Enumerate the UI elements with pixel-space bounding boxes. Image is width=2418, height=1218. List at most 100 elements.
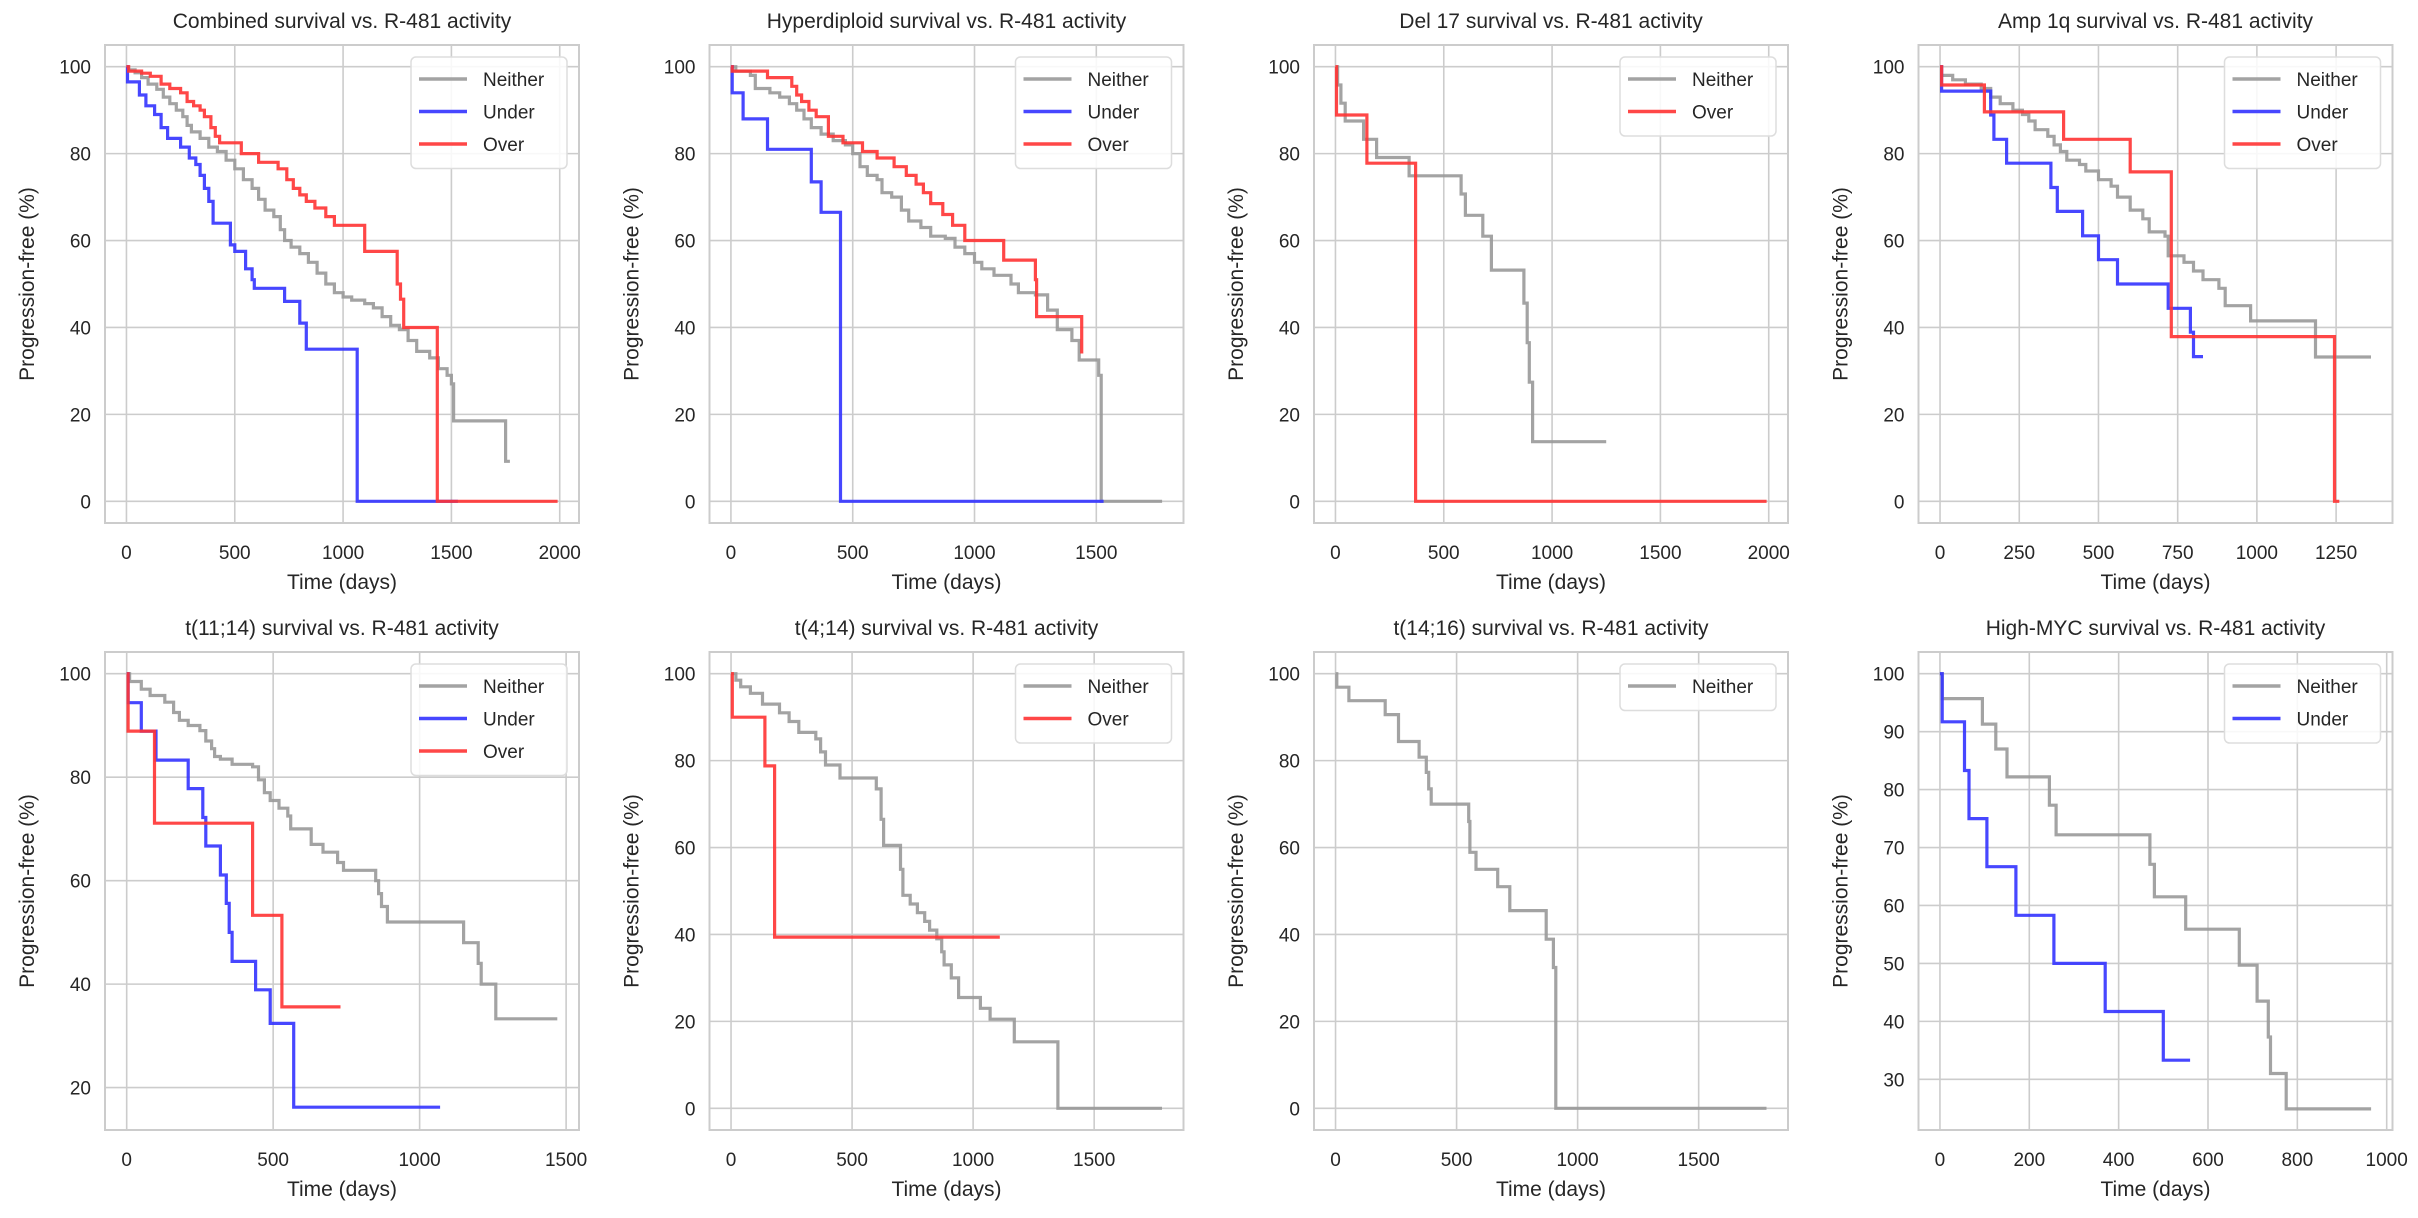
y-tick-label: 40 — [674, 925, 695, 946]
legend-label-neither: Neither — [483, 70, 545, 91]
chart-panel-3: 0 500 1000 1500 2000 0 20 40 60 80 100 Neither Over D… — [1225, 10, 1790, 594]
x-tick-label: 500 — [2083, 543, 2115, 564]
y-tick-label: 100 — [664, 58, 696, 79]
chart-title: Combined survival vs. R-481 activity — [173, 10, 512, 33]
x-tick-label: 500 — [837, 543, 869, 564]
x-tick-label: 600 — [2192, 1150, 2224, 1171]
x-tick-label: 1500 — [1639, 543, 1681, 564]
series-line-over — [730, 65, 1084, 354]
y-tick-label: 80 — [1279, 145, 1300, 166]
axes-frame — [1917, 44, 2394, 524]
y-tick-label: 80 — [70, 768, 91, 789]
chart-title: t(11;14) survival vs. R-481 activity — [185, 617, 499, 640]
x-tick-label: 1000 — [1556, 1150, 1598, 1171]
x-tick-label: 500 — [836, 1150, 868, 1171]
legend-box — [2223, 663, 2382, 744]
x-axis-label: Time (days) — [891, 1178, 1001, 1201]
series-line-over — [126, 65, 558, 503]
y-axis-label: Progression-free (%) — [1830, 187, 1853, 381]
y-tick-label: 60 — [1279, 232, 1300, 253]
y-tick-label: 20 — [1279, 1012, 1300, 1033]
y-tick-label: 80 — [1883, 145, 1904, 166]
x-tick-label: 2000 — [539, 543, 581, 564]
y-tick-label: 80 — [674, 145, 695, 166]
x-tick-label: 2000 — [1748, 543, 1790, 564]
x-tick-label: 250 — [2003, 543, 2035, 564]
y-tick-label: 100 — [59, 665, 91, 686]
y-tick-label: 20 — [1279, 405, 1300, 426]
chart-panel-2: 0 500 1000 1500 0 20 40 60 80 100 Neither Under Over… — [621, 10, 1185, 594]
y-tick-label: 50 — [1883, 954, 1904, 975]
legend-label-neither: Neither — [1088, 70, 1150, 91]
x-tick-label: 0 — [1935, 543, 1946, 564]
legend-label-over: Over — [1692, 103, 1734, 124]
y-tick-label: 20 — [70, 405, 91, 426]
y-axis-label: Progression-free (%) — [1830, 794, 1853, 988]
x-tick-label: 500 — [1441, 1150, 1473, 1171]
series-line-neither — [731, 672, 1162, 1110]
y-axis-label: Progression-free (%) — [16, 187, 39, 381]
y-tick-label: 80 — [674, 752, 695, 773]
legend-label-over: Over — [1088, 135, 1130, 156]
y-axis-label: Progression-free (%) — [621, 187, 644, 381]
x-axis-label: Time (days) — [1496, 571, 1606, 594]
legend-label-neither: Neither — [1692, 70, 1754, 91]
x-tick-label: 1000 — [2366, 1150, 2408, 1171]
y-tick-label: 100 — [1268, 665, 1300, 686]
x-tick-label: 1500 — [1678, 1150, 1720, 1171]
chart-panel-6: 0 500 1000 1500 0 20 40 60 80 100 Neither Over t(4;1… — [621, 617, 1185, 1201]
legend-box — [1619, 663, 1777, 712]
y-tick-label: 40 — [1279, 318, 1300, 339]
x-tick-label: 0 — [726, 1150, 737, 1171]
axes-frame — [708, 651, 1185, 1131]
y-tick-label: 60 — [1279, 839, 1300, 860]
y-axis-label: Progression-free (%) — [1225, 794, 1248, 988]
y-tick-label: 100 — [664, 665, 696, 686]
y-tick-label: 40 — [70, 975, 91, 996]
y-tick-label: 30 — [1883, 1070, 1904, 1091]
y-tick-label: 40 — [1883, 1012, 1904, 1033]
chart-title: Hyperdiploid survival vs. R-481 activity — [767, 10, 1127, 33]
legend-label-neither: Neither — [1088, 677, 1150, 698]
legend-box — [1014, 663, 1173, 744]
legend: Neither Under Over — [2223, 56, 2382, 170]
series-line-neither — [1939, 672, 2372, 1111]
legend-box — [2223, 56, 2382, 170]
y-tick-label: 70 — [1883, 839, 1904, 860]
legend-label-over: Over — [1088, 710, 1130, 731]
y-tick-label: 0 — [1289, 492, 1300, 513]
y-tick-label: 90 — [1883, 723, 1904, 744]
legend: Neither Under — [2223, 663, 2382, 744]
legend: Neither Under Over — [410, 56, 568, 170]
x-tick-label: 1500 — [1073, 1150, 1115, 1171]
axes-frame — [1917, 651, 2394, 1131]
y-tick-label: 0 — [1289, 1099, 1300, 1120]
y-tick-label: 40 — [674, 318, 695, 339]
series-line-over — [730, 672, 1000, 939]
x-tick-label: 500 — [257, 1150, 289, 1171]
x-tick-label: 1500 — [545, 1150, 587, 1171]
axes-frame — [104, 44, 580, 524]
y-tick-label: 60 — [70, 872, 91, 893]
legend-label-over: Over — [483, 135, 525, 156]
x-tick-label: 500 — [219, 543, 251, 564]
chart-panel-7: 0 500 1000 1500 0 20 40 60 80 100 Neither t(14;16) … — [1225, 617, 1789, 1201]
series-line-under — [125, 65, 458, 503]
series-line-over — [1334, 65, 1767, 503]
chart-title: Del 17 survival vs. R-481 activity — [1399, 10, 1703, 33]
y-tick-label: 100 — [1268, 58, 1300, 79]
y-axis-label: Progression-free (%) — [621, 794, 644, 988]
legend-label-neither: Neither — [2297, 677, 2359, 698]
x-axis-label: Time (days) — [287, 571, 397, 594]
y-tick-label: 100 — [1873, 665, 1905, 686]
legend-label-under: Under — [483, 710, 535, 731]
series-line-neither — [126, 672, 558, 1021]
y-tick-label: 0 — [1894, 492, 1905, 513]
x-tick-label: 0 — [121, 1150, 132, 1171]
y-tick-label: 80 — [70, 145, 91, 166]
y-tick-label: 60 — [1883, 896, 1904, 917]
x-tick-label: 1000 — [952, 1150, 994, 1171]
y-tick-label: 100 — [59, 58, 91, 79]
y-tick-label: 60 — [1883, 232, 1904, 253]
x-tick-label: 1000 — [398, 1150, 440, 1171]
